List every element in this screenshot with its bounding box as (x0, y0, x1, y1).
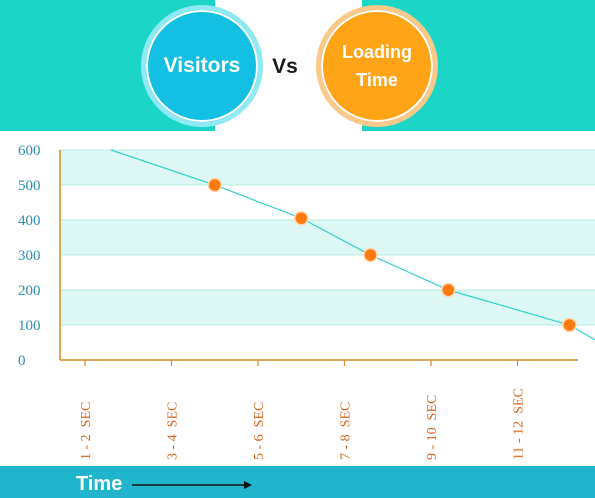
data-point-marker (294, 211, 309, 226)
y-tick-label: 400 (18, 213, 41, 229)
arrow-right-icon (132, 481, 252, 489)
loading-time-badge-label: Loading Time (342, 42, 412, 90)
x-tick-label: 9 - 10 SEC (425, 395, 440, 460)
visitors-badge-label: Visitors (163, 54, 241, 77)
y-tick-label: 600 (18, 143, 41, 159)
versus-label: Vs (272, 55, 298, 78)
grid-band (60, 290, 595, 325)
data-point-marker (562, 317, 577, 333)
y-tick-label: 0 (18, 353, 26, 369)
data-point-marker (363, 247, 378, 263)
loading-time-badge: Loading Time (316, 5, 438, 127)
y-tick-label: 100 (18, 318, 41, 334)
x-tick-label: 5 - 6 SEC (252, 402, 267, 460)
x-tick-label: 1 - 2 SEC (79, 402, 94, 460)
x-tick-label: 7 - 8 SEC (339, 402, 354, 460)
line-chart: 0 100 200 300 400 500 600 1 - 2 SEC 3 - 4 SEC 5 … (18, 143, 595, 460)
y-tick-label: 500 (18, 178, 41, 194)
y-tick-label: 300 (18, 248, 41, 264)
x-tick-label: 3 - 4 SEC (166, 402, 181, 460)
footer-bar (0, 466, 595, 498)
data-point-marker (207, 177, 222, 193)
visitors-badge: Visitors (141, 5, 263, 127)
data-point-marker (441, 282, 456, 298)
grid-band (60, 150, 595, 185)
x-tick-label: 11 - 12 SEC (512, 388, 527, 460)
grid-band (60, 220, 595, 255)
y-tick-label: 200 (18, 283, 41, 299)
x-axis-title: Time (76, 473, 123, 495)
